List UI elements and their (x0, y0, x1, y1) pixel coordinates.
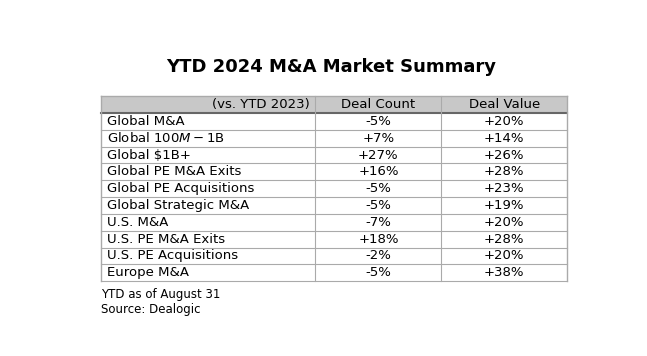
Text: +19%: +19% (484, 199, 525, 212)
Text: +38%: +38% (484, 266, 525, 279)
Text: U.S. PE Acquisitions: U.S. PE Acquisitions (107, 250, 238, 262)
Text: U.S. PE M&A Exits: U.S. PE M&A Exits (107, 233, 225, 246)
Bar (101, 147, 567, 163)
Text: Global $1B+: Global $1B+ (107, 148, 191, 162)
Text: Global $100M - $1B: Global $100M - $1B (107, 131, 225, 145)
Text: Deal Count: Deal Count (342, 98, 415, 111)
Bar (101, 265, 567, 281)
Text: +28%: +28% (484, 233, 525, 246)
Text: +18%: +18% (358, 233, 399, 246)
Text: -5%: -5% (366, 266, 391, 279)
Text: YTD 2024 M&A Market Summary: YTD 2024 M&A Market Summary (166, 58, 497, 77)
Text: +26%: +26% (484, 148, 525, 162)
Text: +28%: +28% (484, 166, 525, 178)
Text: Source: Dealogic: Source: Dealogic (101, 303, 201, 316)
Bar (101, 247, 567, 265)
Text: +7%: +7% (362, 132, 395, 145)
Text: Global M&A: Global M&A (107, 115, 184, 128)
Text: +20%: +20% (484, 115, 525, 128)
Bar (101, 197, 567, 214)
Text: U.S. M&A: U.S. M&A (107, 216, 168, 229)
Bar (101, 96, 567, 113)
Text: +14%: +14% (484, 132, 525, 145)
Text: +23%: +23% (484, 182, 525, 195)
Bar (101, 231, 567, 247)
Text: Deal Value: Deal Value (468, 98, 540, 111)
Bar (101, 163, 567, 180)
Text: -2%: -2% (366, 250, 391, 262)
Bar (101, 214, 567, 231)
Text: +20%: +20% (484, 250, 525, 262)
Text: +16%: +16% (358, 166, 399, 178)
Text: Global PE M&A Exits: Global PE M&A Exits (107, 166, 241, 178)
Bar (101, 180, 567, 197)
Text: YTD as of August 31: YTD as of August 31 (101, 288, 221, 301)
Text: -5%: -5% (366, 199, 391, 212)
Text: +27%: +27% (358, 148, 399, 162)
Text: Europe M&A: Europe M&A (107, 266, 189, 279)
Text: +20%: +20% (484, 216, 525, 229)
Text: -5%: -5% (366, 115, 391, 128)
Text: Global Strategic M&A: Global Strategic M&A (107, 199, 249, 212)
Text: (vs. YTD 2023): (vs. YTD 2023) (212, 98, 309, 111)
Text: Global PE Acquisitions: Global PE Acquisitions (107, 182, 254, 195)
Bar (101, 130, 567, 147)
Text: -7%: -7% (366, 216, 391, 229)
Bar (101, 113, 567, 130)
Text: -5%: -5% (366, 182, 391, 195)
